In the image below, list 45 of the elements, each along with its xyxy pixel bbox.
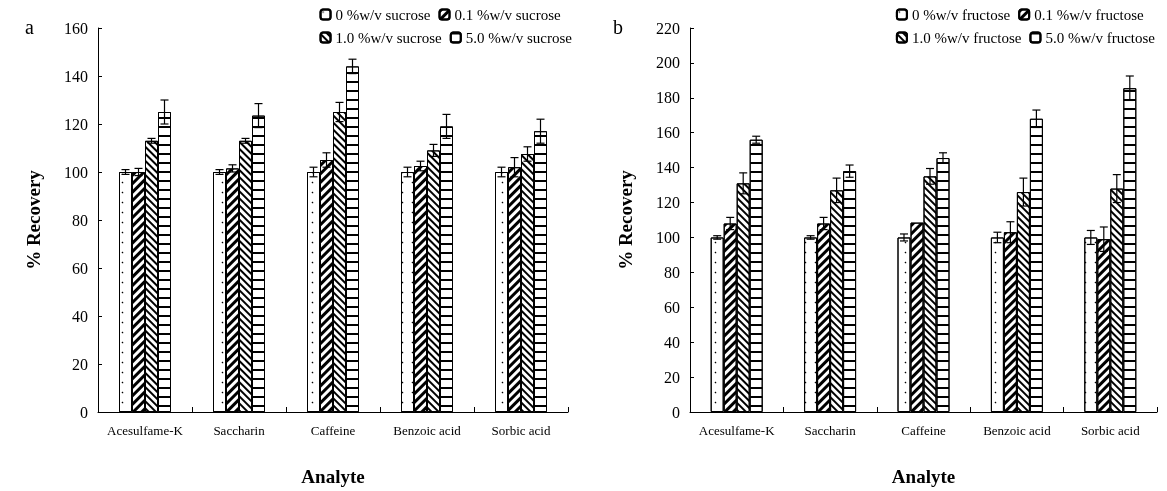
legend-label: 5.0 %w/v fructose <box>1045 29 1156 46</box>
x-tick-label: Caffeine <box>310 422 356 438</box>
y-tick-label: 60 <box>72 259 88 277</box>
legend-label: 1.0 %w/v fructose <box>911 29 1022 46</box>
x-tick-label: Sorbic acid <box>1080 422 1141 438</box>
y-tick-label: 160 <box>656 124 680 142</box>
y-tick-label: 60 <box>664 298 680 316</box>
x-axis-title: Analyte <box>891 466 956 487</box>
y-tick-label: 80 <box>72 211 88 229</box>
y-tick-label: 20 <box>664 368 680 386</box>
x-tick-label: Caffeine <box>901 422 946 438</box>
y-tick-label: 40 <box>72 307 88 325</box>
y-tick-label: 120 <box>656 194 680 212</box>
chart-title: b <box>613 16 623 38</box>
y-tick-label: 120 <box>64 115 88 133</box>
x-tick-label: Saccharin <box>804 422 857 438</box>
legend-label: 1.0 %w/v sucrose <box>335 29 443 46</box>
legend-label: 0 %w/v fructose <box>911 6 1011 23</box>
y-tick-label: 180 <box>656 89 680 107</box>
y-tick-label: 140 <box>656 159 680 177</box>
y-tick-label: 0 <box>672 403 680 421</box>
legend-label: 0.1 %w/v sucrose <box>454 6 562 23</box>
x-tick-label: Benzoic acid <box>983 422 1052 438</box>
y-tick-label: 40 <box>664 333 680 351</box>
legend-label: 5.0 %w/v sucrose <box>465 29 573 46</box>
x-tick-label: Acesulfame-K <box>698 422 776 438</box>
y-axis-title: % Recovery <box>615 169 636 270</box>
x-tick-label: Sorbic acid <box>491 422 551 438</box>
y-tick-label: 220 <box>656 19 680 37</box>
y-tick-label: 140 <box>64 67 88 85</box>
legend-label: 0.1 %w/v fructose <box>1034 6 1145 23</box>
x-tick-label: Acesulfame-K <box>107 422 184 438</box>
legend-label: 0 %w/v sucrose <box>335 6 431 23</box>
y-tick-label: 100 <box>64 163 88 181</box>
y-tick-label: 0 <box>80 403 88 421</box>
y-tick-label: 200 <box>656 54 680 72</box>
y-tick-label: 20 <box>72 355 88 373</box>
y-axis-title: % Recovery <box>23 169 44 270</box>
y-tick-label: 80 <box>664 263 680 281</box>
x-tick-label: Benzoic acid <box>393 422 462 438</box>
chart-title: a <box>25 16 34 38</box>
y-tick-label: 160 <box>64 19 88 37</box>
x-axis-title: Analyte <box>301 466 365 487</box>
y-tick-label: 100 <box>656 228 680 246</box>
x-tick-label: Saccharin <box>213 422 266 438</box>
